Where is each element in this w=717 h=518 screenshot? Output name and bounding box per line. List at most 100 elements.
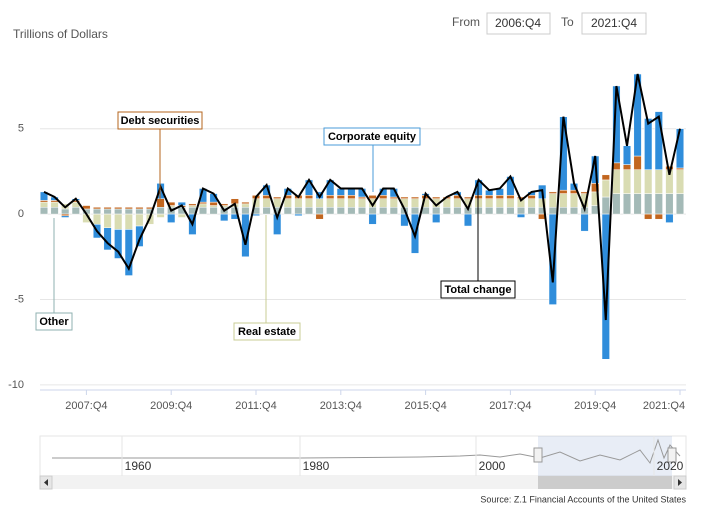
bar xyxy=(516,213,526,218)
bar xyxy=(601,196,610,215)
bar xyxy=(39,201,49,208)
scroll-left-arrow xyxy=(44,479,48,486)
bar xyxy=(124,208,133,215)
bar xyxy=(559,207,568,215)
bar xyxy=(209,207,218,215)
bar xyxy=(273,196,282,199)
bar xyxy=(50,201,59,208)
bar xyxy=(548,213,557,305)
legend-label: Corporate equity xyxy=(328,131,417,143)
bar xyxy=(379,198,388,208)
navigator-handle[interactable] xyxy=(667,447,677,463)
legend-label: Other xyxy=(39,316,69,328)
bar xyxy=(273,213,282,235)
from-input[interactable] xyxy=(486,12,551,35)
bar xyxy=(654,169,663,194)
bar xyxy=(114,207,123,210)
bar xyxy=(410,207,420,215)
bar xyxy=(485,198,494,208)
bar xyxy=(463,213,473,227)
bar xyxy=(61,215,70,218)
from-value[interactable]: 2006:Q4 xyxy=(495,16,541,30)
bar xyxy=(347,195,356,199)
bar xyxy=(527,195,536,199)
bar xyxy=(294,207,303,215)
bar xyxy=(569,193,579,208)
bar xyxy=(410,198,420,208)
bar xyxy=(61,213,70,217)
bar xyxy=(368,195,377,199)
bar xyxy=(644,169,653,194)
bar xyxy=(495,195,504,199)
bar xyxy=(39,200,49,203)
to-label: To xyxy=(561,15,574,29)
bar xyxy=(336,207,345,215)
bar xyxy=(675,167,685,170)
bar xyxy=(665,213,674,223)
bar xyxy=(92,207,102,210)
bar xyxy=(506,195,515,199)
to-input[interactable] xyxy=(581,12,647,35)
bar xyxy=(156,198,165,208)
legend-box xyxy=(117,111,203,130)
scroll-right-arrow xyxy=(678,479,682,486)
bar xyxy=(389,207,398,215)
bar xyxy=(304,198,314,208)
bar xyxy=(326,207,335,215)
bar xyxy=(241,213,250,258)
bar xyxy=(675,128,685,169)
scrollbar-thumb[interactable] xyxy=(538,476,672,489)
bar xyxy=(675,169,685,194)
bar xyxy=(124,207,133,210)
bar xyxy=(474,207,483,215)
bar xyxy=(644,118,653,170)
bar xyxy=(103,208,112,215)
navigator-label: 2000 xyxy=(479,459,506,473)
navigator-label: 2020 xyxy=(657,459,684,473)
bar xyxy=(506,198,515,208)
bar xyxy=(124,213,133,230)
bar xyxy=(633,155,642,170)
bar xyxy=(379,195,388,199)
from-label: From xyxy=(452,15,480,29)
y-tick-label: -5 xyxy=(14,293,24,305)
to-value[interactable]: 2021:Q4 xyxy=(591,16,637,30)
legend-box xyxy=(35,312,73,331)
y-tick-label: 0 xyxy=(18,208,24,220)
bar xyxy=(432,196,441,199)
bar xyxy=(167,213,176,223)
bar xyxy=(283,198,292,208)
bar xyxy=(103,213,112,228)
bar xyxy=(442,207,451,215)
bar xyxy=(347,198,356,208)
bar xyxy=(209,205,218,208)
bar xyxy=(485,195,494,199)
bar xyxy=(548,191,557,194)
scrollbar-track[interactable] xyxy=(40,476,686,489)
x-tick-label: 2015:Q4 xyxy=(404,400,446,412)
bar xyxy=(241,203,250,208)
bar xyxy=(463,196,473,199)
bar xyxy=(612,169,621,194)
bar xyxy=(453,207,462,215)
bar xyxy=(198,203,208,208)
x-tick-label: 2011:Q4 xyxy=(235,400,276,412)
bar xyxy=(357,196,367,199)
bar xyxy=(389,196,398,199)
bar xyxy=(92,208,102,215)
bar xyxy=(220,213,229,222)
bar xyxy=(410,196,420,199)
bar xyxy=(198,201,208,205)
bar xyxy=(368,207,377,215)
bar xyxy=(103,207,112,210)
legend-label: Real estate xyxy=(238,326,296,338)
navigator-handle[interactable] xyxy=(533,447,543,463)
bar xyxy=(389,198,398,208)
bar xyxy=(135,213,144,227)
bar xyxy=(135,207,144,210)
legend-label: Total change xyxy=(444,284,511,296)
bar xyxy=(114,213,123,230)
line xyxy=(43,73,681,321)
bar xyxy=(156,183,165,199)
